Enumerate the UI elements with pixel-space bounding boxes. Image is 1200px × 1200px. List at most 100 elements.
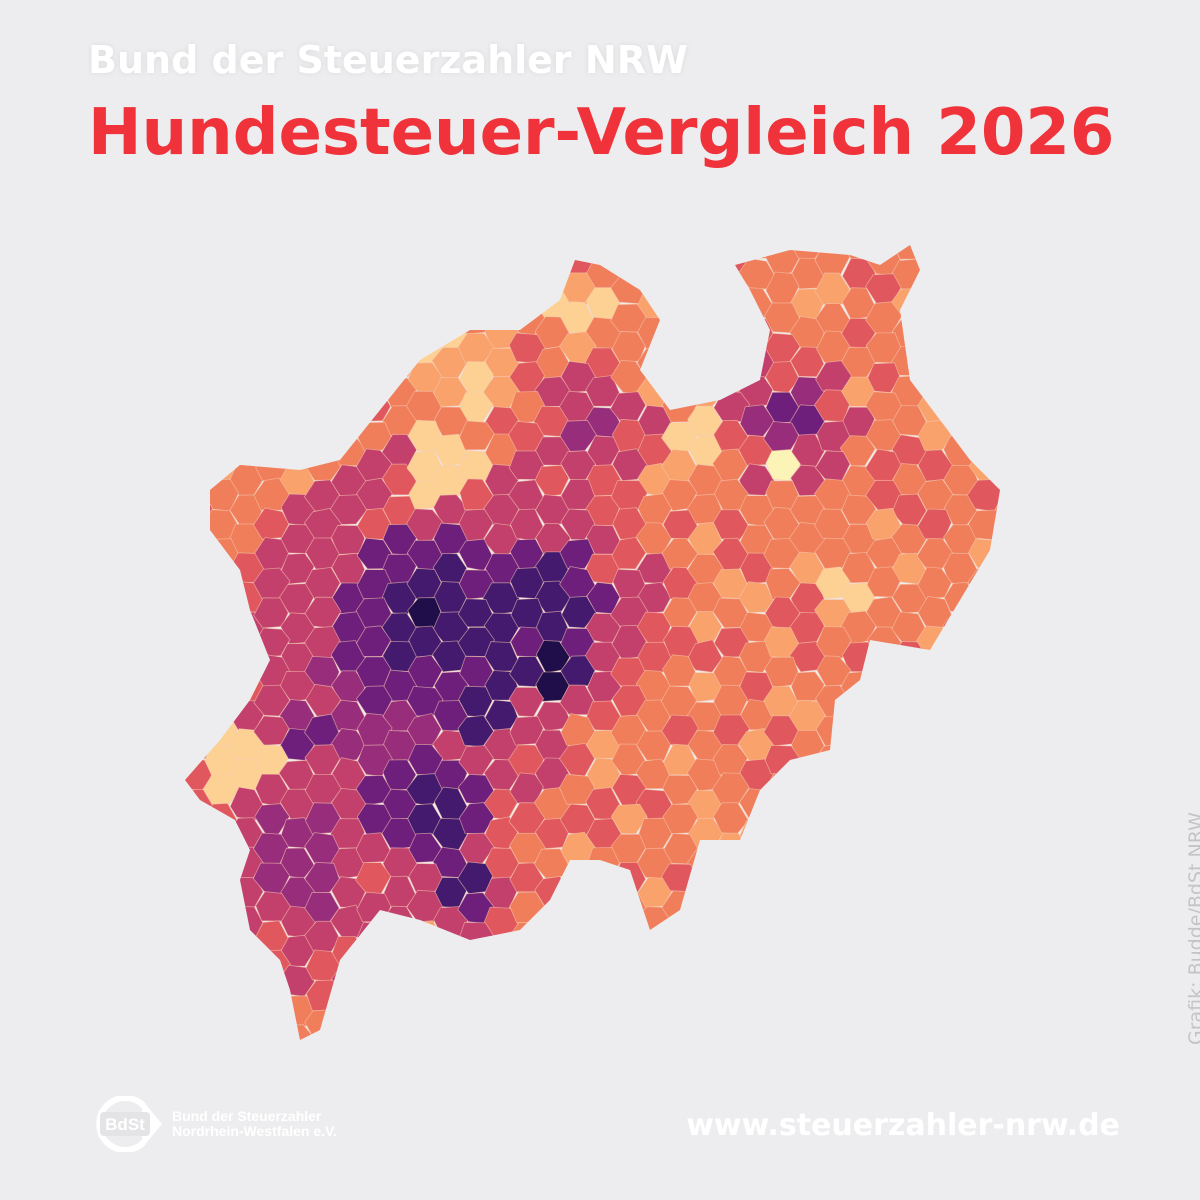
municipality-region — [763, 537, 802, 569]
municipality-region — [892, 817, 927, 849]
municipality-region — [185, 538, 189, 571]
municipality-region — [559, 921, 596, 955]
municipality-region — [918, 656, 952, 690]
municipality-region — [994, 846, 1000, 880]
municipality-region — [185, 580, 215, 614]
municipality-region — [203, 538, 240, 571]
municipality-region — [203, 1009, 240, 1040]
municipality-region — [789, 992, 826, 1027]
website-link[interactable]: www.steuerzahler-nrw.de — [686, 1108, 1120, 1143]
municipality-region — [185, 245, 213, 261]
municipality-region — [559, 892, 597, 925]
municipality-region — [510, 1009, 546, 1040]
municipality-region — [381, 1023, 419, 1040]
municipality-region — [612, 448, 648, 482]
municipality-region — [916, 921, 954, 951]
municipality-region — [865, 1008, 902, 1040]
municipality-region — [185, 421, 189, 452]
municipality-region — [331, 286, 367, 321]
municipality-region — [584, 965, 622, 997]
municipality-region — [229, 259, 265, 292]
municipality-region — [185, 450, 187, 483]
municipality-region — [993, 377, 1000, 408]
municipality-region — [185, 318, 213, 348]
municipality-region — [185, 245, 188, 247]
municipality-region — [943, 993, 979, 1027]
municipality-region — [535, 245, 570, 261]
municipality-region — [738, 906, 774, 938]
municipality-region — [916, 1007, 954, 1040]
municipality-region — [993, 406, 1000, 439]
municipality-region — [943, 787, 979, 820]
municipality-region — [993, 1023, 1000, 1040]
municipality-region — [458, 978, 494, 1013]
municipality-region — [993, 612, 1000, 645]
municipality-region — [942, 846, 980, 880]
municipality-region — [406, 948, 444, 983]
municipality-region — [662, 1037, 699, 1040]
municipality-region — [992, 346, 1000, 380]
municipality-region — [611, 920, 647, 953]
municipality-region — [279, 406, 316, 438]
municipality-region — [279, 258, 315, 292]
municipality-region — [867, 802, 903, 835]
municipality-region — [561, 595, 598, 629]
municipality-region — [509, 272, 546, 305]
municipality-region — [738, 245, 775, 259]
municipality-region — [185, 360, 189, 393]
municipality-region — [890, 1024, 927, 1040]
municipality-region — [433, 994, 468, 1028]
municipality-region — [890, 875, 928, 909]
municipality-region — [203, 625, 240, 660]
municipality-region — [941, 700, 978, 733]
municipality-region — [942, 729, 980, 762]
logo-mark-text: BdSt — [105, 1115, 145, 1134]
municipality-region — [380, 316, 418, 350]
municipality-region — [636, 934, 674, 968]
municipality-region — [712, 509, 750, 541]
bdst-logo: BdSt Bund der Steuerzahler Nordrhein-Wes… — [92, 1096, 337, 1152]
municipality-region — [457, 302, 495, 335]
municipality-region — [185, 668, 214, 702]
municipality-region — [993, 994, 1000, 1026]
municipality-region — [484, 995, 520, 1028]
municipality-region — [967, 245, 1000, 247]
municipality-region — [185, 568, 188, 600]
municipality-region — [611, 1038, 647, 1040]
municipality-region — [841, 1023, 878, 1040]
municipality-region — [330, 346, 367, 378]
municipality-region — [229, 435, 266, 468]
municipality-region — [304, 1009, 341, 1040]
municipality-region — [355, 303, 393, 336]
municipality-region — [459, 420, 495, 451]
municipality-region — [918, 890, 953, 922]
municipality-region — [185, 524, 213, 556]
municipality-region — [508, 979, 546, 1012]
municipality-region — [993, 816, 1000, 850]
municipality-region — [510, 245, 546, 248]
municipality-region — [185, 347, 214, 378]
municipality-region — [254, 1009, 291, 1040]
municipality-region — [229, 245, 265, 260]
municipality-region — [992, 581, 1000, 614]
municipality-region — [941, 288, 978, 320]
municipality-region — [483, 287, 519, 320]
municipality-region — [866, 744, 902, 777]
municipality-region — [636, 258, 673, 290]
municipality-region — [483, 257, 520, 291]
graphic-credit: Grafik: Budde/BdSt NRW — [1185, 812, 1200, 1045]
municipality-region — [228, 286, 265, 320]
municipality-region — [891, 936, 927, 967]
municipality-region — [382, 934, 417, 968]
municipality-region — [816, 245, 852, 248]
municipality-region — [331, 995, 366, 1027]
municipality-region — [969, 655, 1000, 688]
municipality-region — [968, 713, 1000, 747]
municipality-region — [916, 245, 953, 276]
municipality-region — [483, 245, 520, 261]
municipality-region — [814, 537, 852, 570]
municipality-region — [969, 271, 1000, 306]
municipality-region — [203, 684, 240, 718]
municipality-region — [662, 245, 699, 276]
municipality-region — [508, 1037, 545, 1040]
